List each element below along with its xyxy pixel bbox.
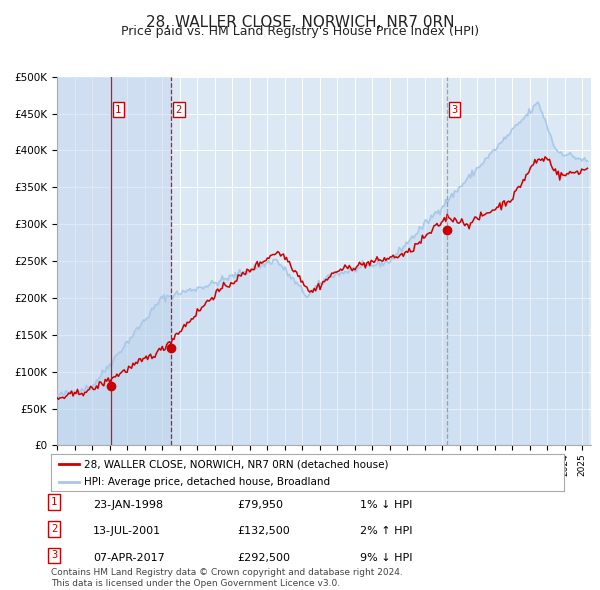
Text: 1: 1 xyxy=(51,497,57,507)
Text: 1% ↓ HPI: 1% ↓ HPI xyxy=(360,500,412,510)
Text: 23-JAN-1998: 23-JAN-1998 xyxy=(93,500,163,510)
Text: 2: 2 xyxy=(51,524,57,534)
Text: £132,500: £132,500 xyxy=(237,526,290,536)
Text: 2% ↑ HPI: 2% ↑ HPI xyxy=(360,526,413,536)
Text: 07-APR-2017: 07-APR-2017 xyxy=(93,553,165,563)
Text: 28, WALLER CLOSE, NORWICH, NR7 0RN: 28, WALLER CLOSE, NORWICH, NR7 0RN xyxy=(146,15,454,30)
Text: Price paid vs. HM Land Registry's House Price Index (HPI): Price paid vs. HM Land Registry's House … xyxy=(121,25,479,38)
Text: Contains HM Land Registry data © Crown copyright and database right 2024.
This d: Contains HM Land Registry data © Crown c… xyxy=(51,568,403,588)
Bar xyxy=(57,77,111,445)
Text: 28, WALLER CLOSE, NORWICH, NR7 0RN (detached house): 28, WALLER CLOSE, NORWICH, NR7 0RN (deta… xyxy=(85,459,389,469)
Text: 13-JUL-2001: 13-JUL-2001 xyxy=(93,526,161,536)
Text: 3: 3 xyxy=(51,550,57,560)
Text: £79,950: £79,950 xyxy=(237,500,283,510)
Text: 2: 2 xyxy=(176,105,182,115)
Text: 9% ↓ HPI: 9% ↓ HPI xyxy=(360,553,413,563)
Text: 1: 1 xyxy=(115,105,121,115)
Text: HPI: Average price, detached house, Broadland: HPI: Average price, detached house, Broa… xyxy=(85,477,331,487)
Bar xyxy=(111,77,172,445)
Text: 3: 3 xyxy=(451,105,458,115)
Text: £292,500: £292,500 xyxy=(237,553,290,563)
